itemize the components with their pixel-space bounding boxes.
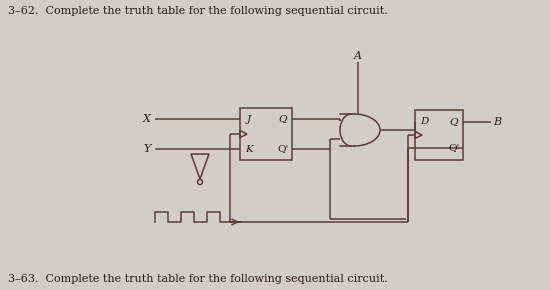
Text: K: K — [245, 144, 253, 153]
Text: A: A — [354, 51, 362, 61]
Text: Q: Q — [450, 117, 458, 126]
Text: Q': Q' — [448, 144, 460, 153]
Text: J: J — [247, 115, 251, 124]
Text: X: X — [143, 114, 151, 124]
Bar — [415, 110, 463, 160]
Text: B: B — [493, 117, 501, 127]
Text: Q: Q — [279, 115, 287, 124]
Text: 3–62.  Complete the truth table for the following sequential circuit.: 3–62. Complete the truth table for the f… — [8, 6, 388, 16]
Text: Y: Y — [144, 144, 151, 154]
Text: D: D — [420, 117, 428, 126]
Text: 3–63.  Complete the truth table for the following sequential circuit.: 3–63. Complete the truth table for the f… — [8, 274, 388, 284]
Bar — [240, 108, 292, 160]
Text: Q': Q' — [277, 144, 289, 153]
